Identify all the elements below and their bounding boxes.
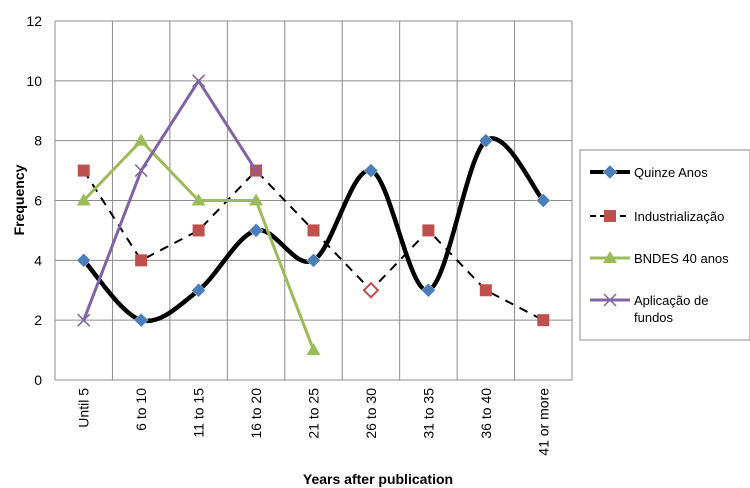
- x-tick-label: 21 to 25: [306, 388, 322, 439]
- data-point: [363, 163, 379, 178]
- series-3: [77, 74, 263, 327]
- x-tick-labels: Until 5 6 to 10 11 to 15 16 to 20 21 to 25 26…: [76, 388, 552, 456]
- data-point: [478, 133, 494, 149]
- data-point: [422, 224, 435, 237]
- series-0: [76, 133, 551, 328]
- x-tick-label: 11 to 15: [191, 388, 207, 438]
- y-tick-labels: 0 2 4 6 8 10 12: [26, 13, 42, 388]
- x-axis-label: Years after publication: [303, 471, 453, 487]
- legend: Quinze Anos Industrialização BNDES 40 anos…: [579, 149, 750, 341]
- data-point: [76, 252, 92, 268]
- series-line: [82, 136, 546, 324]
- y-tick-label: 12: [26, 13, 42, 29]
- x-tick-label: 26 to 30: [363, 388, 379, 439]
- x-tick-label: 6 to 10: [133, 388, 149, 431]
- data-point: [135, 254, 148, 267]
- y-axis-label: Frequency: [11, 164, 27, 235]
- legend-marker: [603, 293, 617, 307]
- data-point: [537, 314, 550, 327]
- legend-label: Aplicação de fundos: [634, 293, 708, 325]
- series-line: [82, 139, 315, 351]
- legend-label: Industrialização: [634, 209, 724, 224]
- data-point: [249, 164, 263, 178]
- data-point: [134, 133, 149, 146]
- series-1: [77, 164, 550, 327]
- legend-item: Quinze Anos: [590, 164, 708, 180]
- legend-item: Aplicação de fundos: [590, 293, 708, 325]
- data-point: [192, 224, 205, 237]
- legend-label: Quinze Anos: [634, 165, 708, 180]
- data-point: [133, 312, 149, 328]
- data-point: [421, 282, 436, 298]
- legend-marker: [602, 164, 618, 180]
- y-tick-label: 4: [34, 252, 42, 268]
- y-tick-label: 8: [34, 133, 42, 149]
- legend-item: BNDES 40 anos: [590, 251, 729, 266]
- data-point: [191, 193, 206, 206]
- data-point: [479, 284, 492, 297]
- data-point: [306, 343, 321, 356]
- x-tick-label: 31 to 35: [420, 388, 436, 439]
- data-point: [306, 252, 321, 268]
- legend-label: BNDES 40 anos: [634, 251, 729, 266]
- series-line: [82, 79, 258, 321]
- y-tick-label: 0: [34, 372, 42, 388]
- y-tick-label: 10: [26, 73, 42, 89]
- y-tick-label: 6: [34, 193, 42, 209]
- data-point: [134, 164, 148, 178]
- series-line: [82, 169, 544, 322]
- legend-marker: [604, 210, 616, 222]
- x-tick-label: 36 to 40: [478, 388, 494, 439]
- data-point: [76, 193, 91, 206]
- x-tick-label: 16 to 20: [248, 388, 264, 439]
- x-tick-label: Until 5: [76, 388, 92, 428]
- data-point: [191, 282, 206, 298]
- legend-box: [579, 149, 750, 341]
- data-point: [535, 193, 551, 208]
- x-tick-label: 41 or more: [535, 388, 551, 456]
- data-point: [362, 281, 380, 299]
- data-point: [77, 164, 90, 177]
- legend-item: Industrialização: [590, 209, 724, 224]
- series-layer: [76, 74, 551, 356]
- data-point: [77, 313, 91, 327]
- gridlines: [54, 20, 573, 381]
- data-point: [307, 224, 320, 237]
- data-point: [249, 193, 264, 206]
- data-point: [192, 74, 206, 88]
- legend-marker: [603, 251, 617, 263]
- data-point: [248, 223, 264, 238]
- y-tick-label: 2: [34, 312, 42, 328]
- series-2: [76, 133, 321, 356]
